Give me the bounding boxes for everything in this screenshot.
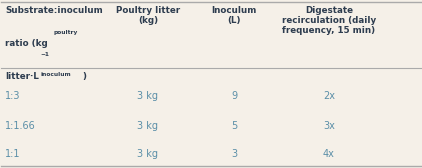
Text: 1:1: 1:1 xyxy=(5,149,20,159)
Text: 4x: 4x xyxy=(323,149,335,159)
Text: 3 kg: 3 kg xyxy=(138,91,158,101)
Text: litter·L: litter·L xyxy=(5,72,39,81)
Text: Poultry litter
(kg): Poultry litter (kg) xyxy=(116,6,180,25)
Text: ratio (kg: ratio (kg xyxy=(5,39,48,48)
Text: Inoculum
(L): Inoculum (L) xyxy=(211,6,257,25)
Text: −1: −1 xyxy=(41,52,50,57)
Text: 3 kg: 3 kg xyxy=(138,149,158,159)
Text: Substrate:inoculum: Substrate:inoculum xyxy=(5,6,103,15)
Text: 1:3: 1:3 xyxy=(5,91,20,101)
Text: 3x: 3x xyxy=(323,121,335,131)
Text: ): ) xyxy=(82,72,86,81)
Text: 5: 5 xyxy=(231,121,237,131)
Text: 9: 9 xyxy=(231,91,237,101)
Text: 3: 3 xyxy=(231,149,237,159)
Text: 3 kg: 3 kg xyxy=(138,121,158,131)
Text: poultry: poultry xyxy=(53,30,78,35)
Text: 2x: 2x xyxy=(323,91,335,101)
Text: 1:1.66: 1:1.66 xyxy=(5,121,35,131)
Text: Digestate
recirculation (daily
frequency, 15 min): Digestate recirculation (daily frequency… xyxy=(281,6,376,35)
Text: inoculum: inoculum xyxy=(41,72,71,76)
